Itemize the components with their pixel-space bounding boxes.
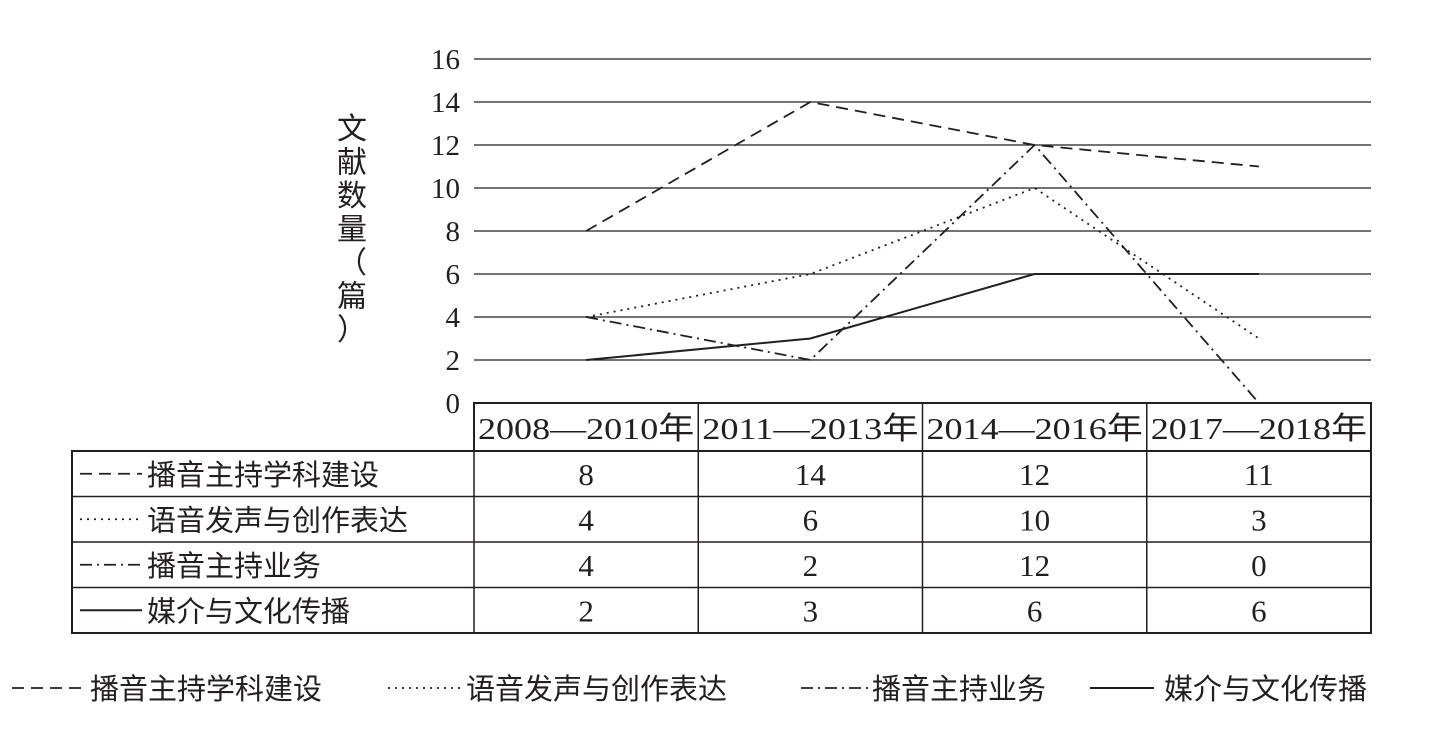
y-axis-label-char: 文	[337, 112, 367, 147]
table-cell-value: 6	[1251, 593, 1267, 628]
legend-label-1: 播音主持学科建设	[90, 672, 322, 706]
legend: 播音主持学科建设 语音发声与创作表达 播音主持业务 媒介与文化传播	[12, 672, 1367, 706]
table-cell-value: 8	[578, 457, 594, 492]
y-axis-label-char: （	[337, 246, 367, 281]
data-table: 2008—2010年 2011—2013年 2014—2016年 2017—2018年…	[71, 402, 1372, 634]
y-axis-label-char: 数	[337, 179, 367, 214]
table-cell-value: 0	[1251, 548, 1267, 583]
y-axis-label-char: ）	[337, 313, 367, 348]
table-cell-value: 2	[578, 593, 594, 628]
y-tick-label: 4	[446, 302, 461, 334]
legend-label-2: 语音发声与创作表达	[466, 672, 727, 706]
table-cell-value: 4	[578, 502, 594, 537]
y-tick-label: 10	[431, 173, 460, 205]
table-cell-value: 14	[795, 457, 827, 492]
legend-label-3: 播音主持业务	[872, 672, 1046, 706]
y-axis-label-char: 量	[337, 213, 367, 248]
y-tick-label: 16	[431, 44, 460, 76]
table-cell-value: 12	[1019, 548, 1050, 583]
y-tick-label: 14	[431, 87, 461, 119]
x-category-label: 2014—2016年	[927, 411, 1143, 446]
table-cell-value: 12	[1019, 457, 1050, 492]
x-category-label: 2017—2018年	[1151, 411, 1367, 446]
series-line-1	[585, 101, 1259, 232]
table-cell-value: 2	[803, 548, 819, 583]
table-row-label: 媒介与文化传播	[147, 594, 350, 628]
y-tick-label: 6	[446, 259, 461, 291]
x-category-label: 2011—2013年	[702, 411, 918, 446]
y-axis-ticks: 0 2 4 6 8 10 12 14 16	[431, 44, 461, 420]
y-tick-label: 12	[431, 130, 460, 162]
table-row-label: 播音主持业务	[147, 549, 321, 583]
table-cell-value: 6	[1027, 593, 1043, 628]
series-line-4	[586, 273, 1259, 361]
series-line-2	[585, 186, 1260, 340]
table-cell-value: 4	[578, 548, 594, 583]
y-axis-label-char: 篇	[337, 280, 367, 315]
table-cell-value: 3	[1251, 502, 1267, 537]
table-cell-value: 10	[1019, 502, 1050, 537]
gridlines	[474, 58, 1371, 361]
table-row-label: 播音主持学科建设	[147, 458, 379, 492]
y-tick-label: 2	[446, 345, 461, 377]
x-category-label: 2008—2010年	[478, 411, 694, 446]
table-cell-value: 3	[803, 593, 819, 628]
table-cell-value: 11	[1244, 457, 1274, 492]
y-tick-label: 0	[446, 388, 461, 420]
series-lines	[585, 101, 1260, 404]
y-axis-label-char: 献	[337, 146, 367, 181]
table-cell-value: 6	[803, 502, 819, 537]
table-row-label: 语音发声与创作表达	[147, 503, 408, 537]
y-tick-label: 8	[446, 216, 461, 248]
legend-label-4: 媒介与文化传播	[1164, 672, 1367, 706]
series-line-3	[585, 143, 1260, 404]
